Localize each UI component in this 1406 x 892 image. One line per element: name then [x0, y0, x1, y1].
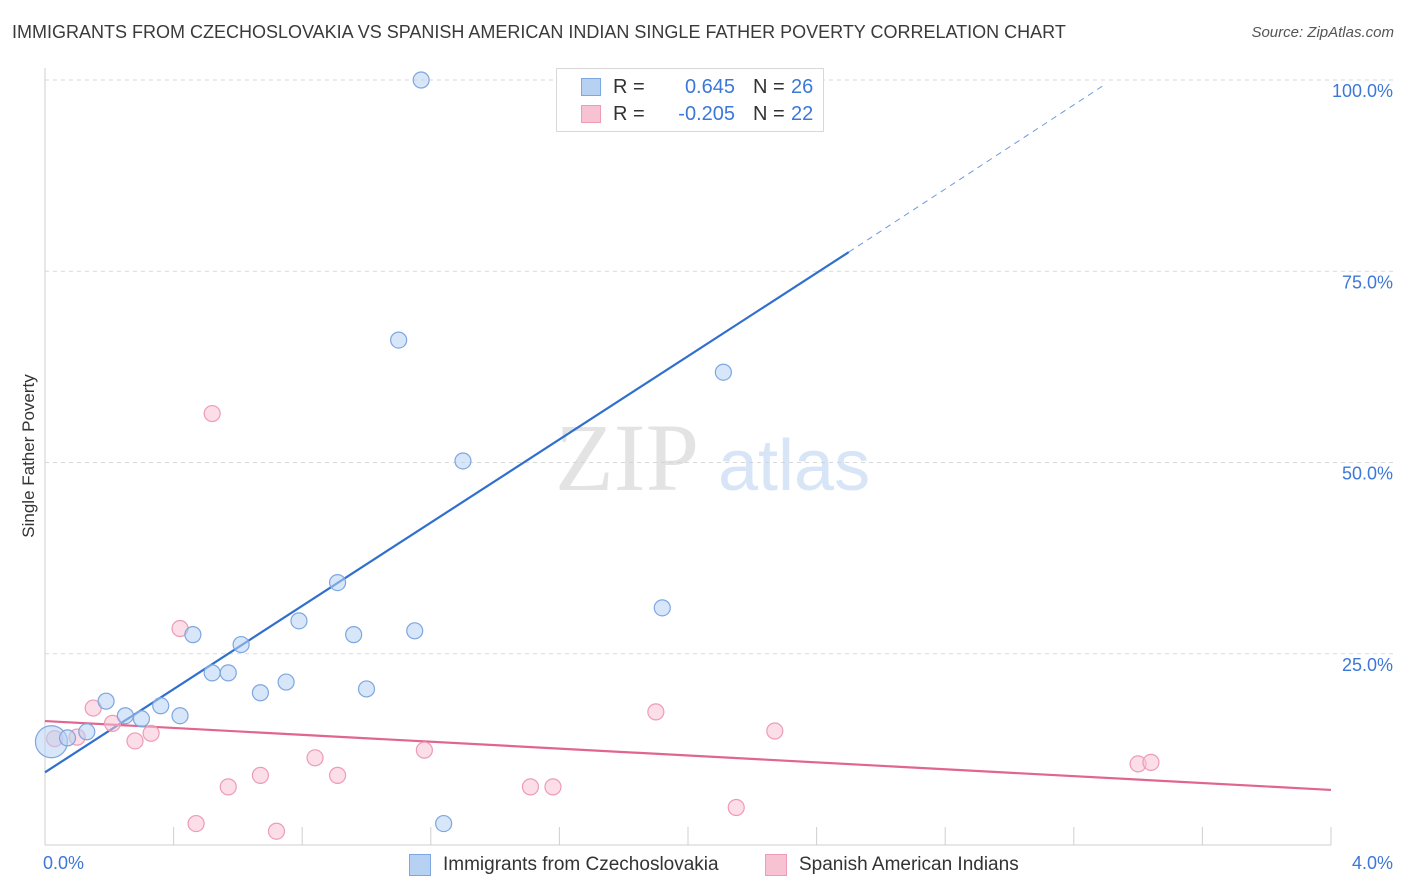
legend-n-value: 22 — [791, 102, 814, 125]
series-legend-spanish-american-indians: Spanish American Indians — [765, 852, 1019, 878]
legend-r-label: R = — [613, 75, 645, 98]
correlation-legend: R = 0.645 N = 26 R = -0.205 N = 22 — [556, 68, 824, 132]
data-point-spanish-american-indians — [306, 749, 324, 767]
data-point-spanish-american-indians — [328, 766, 347, 784]
data-point-spanish-american-indians — [203, 404, 221, 423]
data-point-spanish-american-indians — [219, 778, 237, 796]
chart-title: IMMIGRANTS FROM CZECHOSLOVAKIA VS SPANIS… — [12, 22, 1066, 42]
y-tick-label: 75.0% — [1342, 272, 1393, 292]
series-swatch-pink — [765, 854, 787, 876]
watermark-atlas: atlas — [718, 426, 870, 506]
legend-row-spanish-american-indians: R = -0.205 N = 22 — [581, 102, 813, 126]
data-point-czechoslovakia — [132, 710, 151, 728]
data-point-spanish-american-indians — [415, 741, 433, 759]
data-point-spanish-american-indians — [267, 822, 286, 840]
legend-n-label: N = — [753, 102, 785, 125]
data-point-czechoslovakia — [653, 599, 671, 617]
x-tick-label: 0.0% — [43, 853, 84, 873]
data-point-spanish-american-indians — [766, 722, 784, 740]
data-point-czechoslovakia — [116, 707, 134, 725]
data-point-czechoslovakia — [357, 680, 376, 698]
chart-source: Source: ZipAtlas.com — [1251, 24, 1394, 41]
trend-line-spanish-american-indians — [44, 719, 1332, 792]
data-point-czechoslovakia — [406, 622, 424, 640]
data-point-czechoslovakia — [435, 814, 453, 833]
y-tick-label: 50.0% — [1342, 464, 1393, 484]
data-point-spanish-american-indians — [187, 814, 205, 833]
data-point-czechoslovakia — [345, 626, 363, 644]
data-point-spanish-american-indians — [251, 766, 270, 784]
trend-lines — [44, 83, 1332, 792]
legend-swatch-blue — [581, 78, 601, 96]
legend-swatch-pink — [581, 105, 601, 123]
data-point-czechoslovakia — [171, 707, 189, 725]
legend-n-label: N = — [753, 75, 785, 98]
y-tick-label: 100.0% — [1332, 81, 1393, 101]
data-point-czechoslovakia — [454, 452, 472, 470]
data-point-spanish-american-indians — [727, 798, 745, 817]
series-legend-czechoslovakia: Immigrants from Czechoslovakia — [409, 852, 719, 878]
axes — [44, 68, 1331, 846]
trend-line-extension — [848, 83, 1107, 253]
data-point-spanish-american-indians — [1142, 753, 1160, 771]
y-tick-label: 25.0% — [1342, 655, 1393, 675]
data-point-czechoslovakia — [390, 331, 408, 349]
data-point-czechoslovakia — [277, 673, 295, 691]
data-point-czechoslovakia — [232, 635, 250, 654]
data-point-czechoslovakia — [203, 664, 221, 682]
y-axis-label: Single Father Poverty — [19, 374, 38, 538]
data-point-czechoslovakia — [412, 71, 430, 89]
data-point-spanish-american-indians — [544, 778, 562, 796]
legend-r-label: R = — [613, 102, 645, 125]
series-swatch-blue — [409, 854, 431, 876]
legend-n-value: 26 — [791, 75, 814, 98]
data-point-czechoslovakia — [152, 697, 170, 715]
data-point-spanish-american-indians — [103, 714, 122, 732]
data-point-spanish-american-indians — [142, 724, 160, 742]
data-point-czechoslovakia — [58, 729, 77, 747]
watermark: ZIP atlas — [555, 404, 870, 511]
watermark-zip: ZIP — [555, 404, 699, 511]
series-label: Immigrants from Czechoslovakia — [443, 854, 719, 875]
x-tick-label: 4.0% — [1352, 853, 1393, 873]
data-point-czechoslovakia — [251, 684, 270, 702]
trend-line-czechoslovakia — [44, 251, 850, 774]
data-point-czechoslovakia — [290, 612, 308, 630]
tick-labels: 25.0% 50.0% 75.0% 100.0% 0.0% 4.0% — [43, 81, 1393, 873]
gridlines — [45, 79, 1393, 845]
data-point-spanish-american-indians — [647, 703, 665, 721]
data-point-spanish-american-indians — [521, 778, 540, 796]
series-label: Spanish American Indians — [799, 854, 1019, 875]
legend-r-value: -0.205 — [678, 102, 735, 125]
legend-row-czechoslovakia: R = 0.645 N = 26 — [581, 75, 813, 99]
data-point-czechoslovakia — [328, 574, 347, 592]
data-point-czechoslovakia — [78, 723, 96, 741]
data-point-czechoslovakia — [184, 626, 202, 644]
data-point-czechoslovakia — [97, 692, 115, 710]
data-points — [34, 71, 1160, 840]
data-point-czechoslovakia — [219, 664, 237, 682]
legend-r-value: 0.645 — [684, 75, 735, 98]
data-point-czechoslovakia — [714, 363, 732, 381]
data-point-spanish-american-indians — [126, 732, 144, 750]
